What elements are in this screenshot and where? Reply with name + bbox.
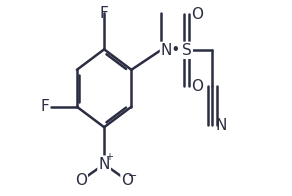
- Text: O: O: [191, 79, 203, 94]
- Text: F: F: [100, 6, 109, 21]
- Text: O: O: [121, 173, 133, 188]
- Text: S: S: [182, 43, 192, 58]
- Text: F: F: [41, 99, 50, 114]
- Text: O: O: [75, 173, 87, 188]
- Text: O: O: [191, 7, 203, 22]
- Text: +: +: [105, 152, 113, 162]
- Text: N•: N•: [161, 43, 181, 58]
- Text: N: N: [98, 157, 110, 172]
- Text: N: N: [216, 118, 227, 133]
- Text: −: −: [128, 171, 137, 181]
